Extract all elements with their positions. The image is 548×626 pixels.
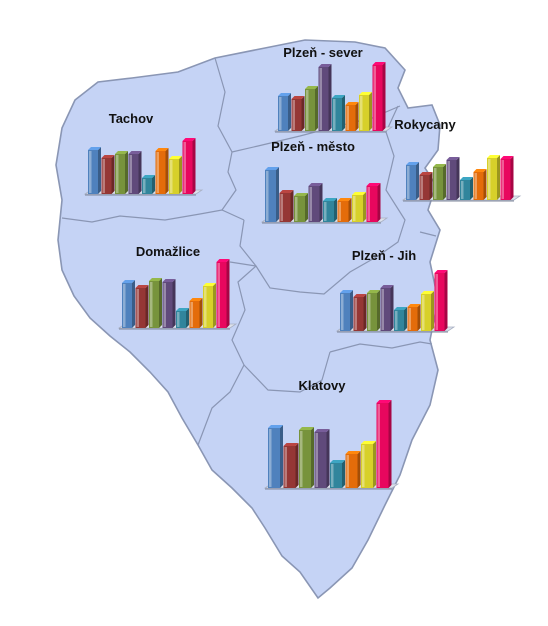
district-domazlice: Domažlice [117, 244, 238, 330]
district-label: Plzeň - město [271, 139, 355, 154]
bar-plzen-sever-4 [318, 64, 332, 131]
bar-plzen-jih-4 [380, 285, 394, 331]
bar-tachov-8 [182, 138, 196, 194]
district-plzen-sever: Plzeň - sever [273, 45, 394, 133]
bar-rokycany-2 [419, 172, 433, 200]
bar-plzen-mesto-1 [265, 167, 279, 222]
bar-plzen-sever-6 [345, 102, 359, 131]
bar-domazlice-4 [162, 279, 176, 328]
bar-plzen-mesto-7 [352, 192, 366, 222]
bar-rokycany-4 [446, 157, 460, 200]
bar-plzen-sever-1 [278, 93, 291, 131]
bar-klatovy-4 [314, 429, 330, 488]
bar-plzen-sever-8 [372, 62, 386, 131]
bar-klatovy-1 [268, 425, 283, 488]
district-label: Klatovy [299, 378, 347, 393]
bar-rokycany-5 [460, 177, 473, 200]
district-label: Plzeň - sever [283, 45, 363, 60]
bar-tachov-6 [155, 148, 169, 194]
bar-domazlice-3 [149, 278, 162, 328]
district-rokycany: Rokycany [394, 117, 522, 202]
district-klatovy: Klatovy [263, 378, 400, 490]
bar-plzen-jih-8 [434, 270, 448, 331]
bar-klatovy-2 [283, 443, 299, 488]
bar-klatovy-3 [299, 427, 314, 488]
bar-klatovy-8 [376, 400, 392, 488]
bar-tachov-2 [101, 155, 115, 194]
district-label: Tachov [109, 111, 154, 126]
bar-tachov-4 [128, 151, 142, 194]
bar-plzen-sever-2 [291, 96, 305, 131]
bar-domazlice-5 [176, 308, 189, 328]
bar-plzen-mesto-2 [279, 190, 294, 222]
bar-tachov-5 [142, 175, 155, 194]
bar-plzen-sever-7 [359, 92, 372, 131]
bar-tachov-3 [115, 151, 128, 194]
bar-plzen-sever-3 [305, 86, 318, 131]
bar-tachov-7 [169, 156, 182, 194]
bar-plzen-sever-5 [332, 95, 345, 131]
bar-plzen-jih-6 [407, 304, 421, 331]
bar-domazlice-7 [203, 283, 216, 328]
bar-plzen-mesto-5 [323, 198, 337, 222]
bar-klatovy-6 [345, 451, 361, 488]
bar-rokycany-8 [500, 156, 514, 200]
district-label: Domažlice [136, 244, 200, 259]
bar-plzen-mesto-4 [308, 183, 323, 222]
district-label: Plzeň - Jih [352, 248, 416, 263]
district-label: Rokycany [394, 117, 456, 132]
bar-plzen-jih-1 [340, 290, 353, 331]
bar-domazlice-2 [135, 285, 149, 328]
bar-domazlice-8 [216, 259, 230, 328]
bar-rokycany-7 [487, 155, 500, 200]
bar-plzen-mesto-3 [294, 193, 308, 222]
bar-plzen-jih-2 [353, 294, 367, 331]
bar-klatovy-5 [330, 460, 345, 488]
district-tachov: Tachov [83, 111, 204, 196]
bar-klatovy-7 [361, 441, 376, 488]
bar-domazlice-6 [189, 298, 203, 328]
bar-plzen-mesto-8 [366, 183, 381, 222]
bar-rokycany-6 [473, 169, 487, 200]
bar-plzen-mesto-6 [337, 198, 352, 222]
bar-domazlice-1 [122, 280, 135, 328]
bar-rokycany-3 [433, 164, 446, 200]
bar-rokycany-1 [406, 162, 419, 200]
district-plzen-jih: Plzeň - Jih [335, 248, 456, 333]
district-plzen-mesto: Plzeň - město [260, 139, 389, 224]
bar-plzen-jih-5 [394, 307, 407, 331]
bar-plzen-jih-3 [367, 290, 380, 331]
bar-tachov-1 [88, 147, 101, 194]
bar-plzen-jih-7 [421, 291, 434, 331]
